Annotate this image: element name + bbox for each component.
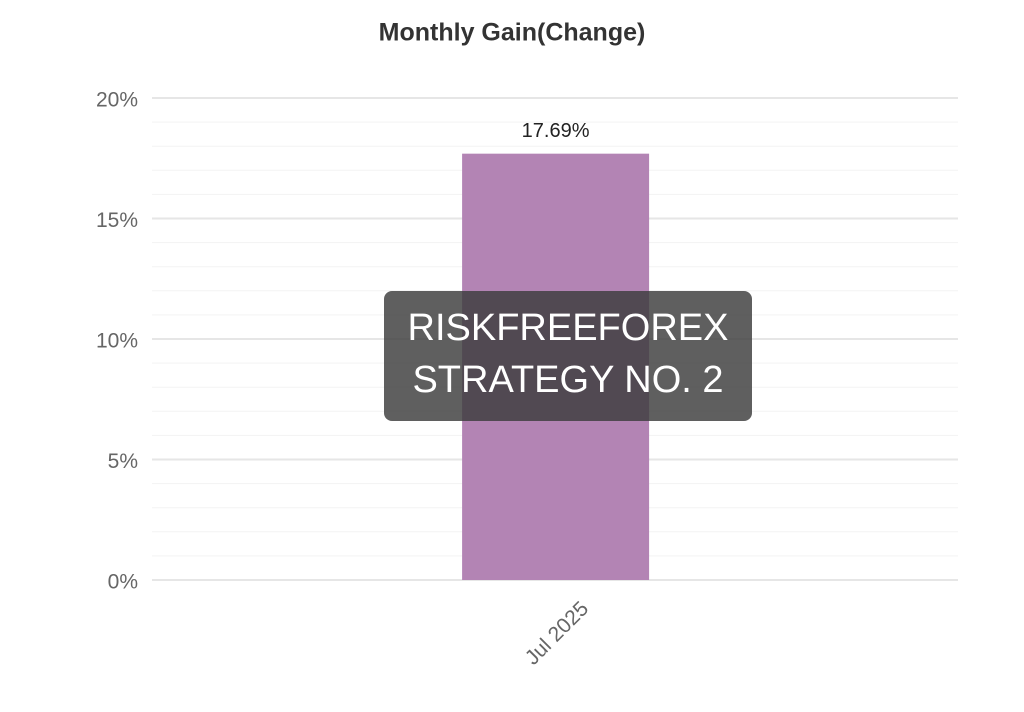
y-tick-label: 20% (96, 89, 138, 112)
watermark-text: RISKFREEFOREX (408, 307, 729, 349)
value-label: 17.69% (522, 120, 590, 142)
y-tick-label: 0% (108, 571, 138, 594)
y-tick-label: 10% (96, 330, 138, 353)
watermark-text: STRATEGY NO. 2 (412, 359, 723, 401)
x-tick-label: Jul 2025 (521, 597, 593, 669)
watermark-box (384, 291, 752, 421)
chart-title: Monthly Gain(Change) (379, 19, 646, 47)
y-tick-label: 5% (108, 450, 138, 473)
y-tick-label: 15% (96, 209, 138, 232)
